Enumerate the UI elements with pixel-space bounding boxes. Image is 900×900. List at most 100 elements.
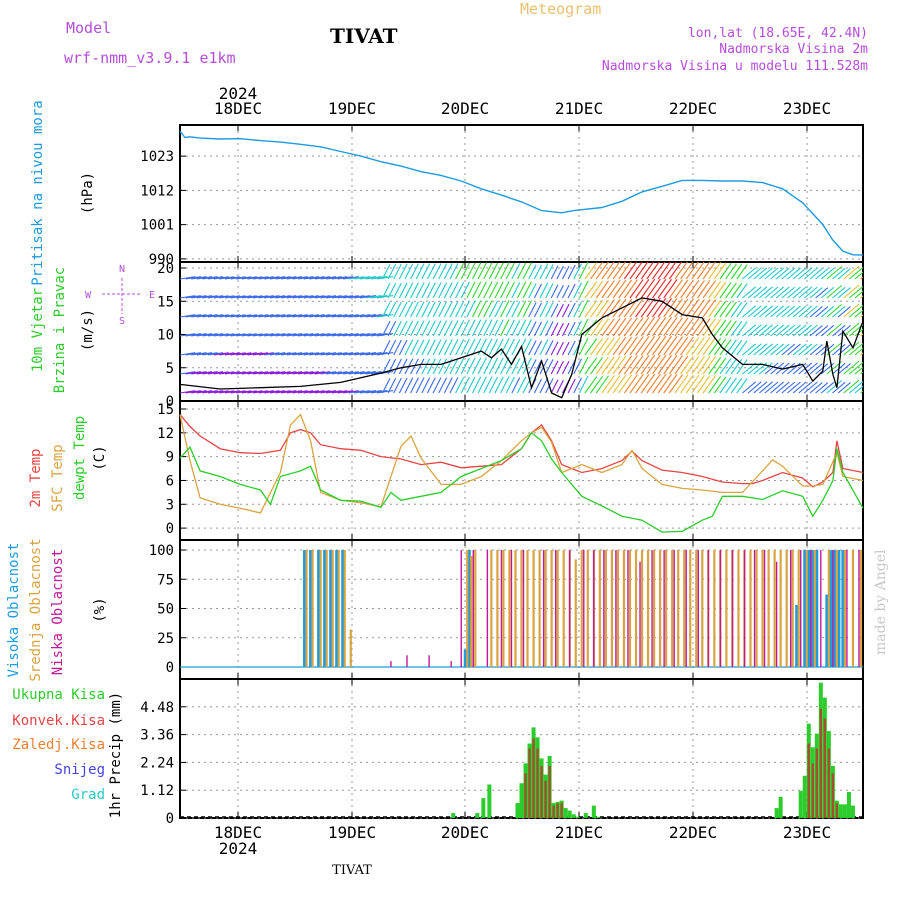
wind-barb	[398, 377, 408, 394]
wind-barb	[208, 352, 224, 356]
wind-barb	[522, 338, 532, 356]
wind-barb	[343, 333, 359, 337]
wind-barb	[348, 371, 365, 375]
wind-barb	[191, 371, 207, 375]
wind-barb	[426, 358, 436, 375]
wind-barb	[657, 354, 672, 375]
wind-barb	[646, 278, 661, 299]
mid_cloud-bar	[562, 550, 565, 667]
wind-barb	[258, 333, 274, 337]
wind-barb	[348, 333, 365, 337]
wind-barb	[326, 276, 342, 280]
wind-barb	[337, 333, 354, 337]
wind-barb	[426, 282, 436, 299]
wind-barb	[376, 313, 394, 318]
wind-barb	[281, 390, 297, 394]
wind-barb	[180, 390, 196, 394]
wind-barb	[275, 333, 291, 337]
wind-barb	[612, 317, 627, 337]
wind-barb	[387, 320, 397, 337]
wind-barb	[415, 301, 425, 318]
wind-barb	[590, 262, 604, 280]
wind-barb	[488, 281, 499, 299]
wind-barb	[376, 275, 394, 280]
wind-barb	[331, 276, 348, 280]
wind-barb	[500, 300, 510, 318]
mid_cloud-bar	[652, 550, 656, 667]
wind-barb	[758, 324, 773, 337]
wind-barb	[556, 360, 564, 375]
wind-barb	[264, 352, 280, 356]
wind-barb	[191, 295, 207, 299]
wind-barb	[241, 295, 257, 299]
wind-barb	[792, 305, 807, 318]
low_cloud-bar	[486, 550, 489, 667]
wind-barb	[545, 283, 554, 299]
wind-barb	[612, 355, 627, 375]
wind-barb	[292, 352, 308, 356]
cloud-unit: (%)	[92, 597, 108, 622]
wind-barb	[241, 371, 257, 375]
precip-ytick-label: 2.24	[140, 755, 174, 771]
wind-barb	[354, 295, 371, 299]
wind-barb	[764, 381, 779, 394]
wind-barb	[803, 381, 818, 394]
wind-unit: (m/s)	[80, 309, 96, 351]
mid_cloud-bar	[859, 550, 863, 667]
wind-barb	[337, 314, 354, 318]
wind-barb	[533, 264, 543, 280]
wind-barb	[713, 319, 727, 337]
wind-barb	[854, 385, 863, 394]
wind-barb	[685, 374, 700, 394]
wind-barb	[483, 376, 493, 394]
top-xtick-label: 20DEC	[441, 99, 489, 118]
conv_precip-bar	[548, 765, 551, 818]
wind-barb	[781, 381, 796, 394]
wind-barb	[719, 301, 732, 318]
wind-barb	[629, 355, 644, 375]
wind-barb	[663, 317, 678, 337]
wind-barb	[725, 320, 737, 337]
wind-barb	[432, 263, 442, 280]
wind-barb	[343, 295, 359, 299]
wind-barb	[449, 263, 459, 280]
wind-barb	[680, 262, 694, 280]
wind-barb	[663, 355, 678, 375]
high_cloud-bar	[463, 649, 467, 667]
wind-barb	[764, 324, 779, 337]
wind-barb	[668, 317, 683, 337]
wind-barb	[747, 305, 762, 318]
wind-barb	[185, 295, 201, 299]
wind-barb	[832, 286, 846, 299]
low_cloud-bar	[810, 550, 812, 667]
wind-barb	[803, 267, 818, 280]
wind-barb	[494, 319, 504, 337]
wind-barb	[843, 284, 860, 299]
low_cloud-bar	[390, 661, 392, 667]
conv_precip-bar	[524, 773, 527, 818]
wind-barb	[550, 322, 559, 337]
wind-barb	[618, 262, 632, 280]
wind-barb	[607, 262, 621, 280]
wind-barb	[668, 355, 683, 375]
wind-barb	[404, 282, 414, 299]
wind-barb	[528, 359, 537, 375]
wind-barb	[471, 262, 482, 280]
wind-barb	[578, 280, 589, 299]
wind-barb	[719, 263, 732, 280]
conv_precip-bar	[827, 748, 831, 818]
mid_cloud-bar	[665, 550, 668, 667]
conv_precip-bar	[819, 708, 823, 818]
wind-barb	[208, 276, 224, 280]
wind-barb	[471, 357, 482, 375]
wind-barb	[494, 338, 504, 356]
wind-barb	[635, 297, 650, 318]
wind-barb	[236, 295, 252, 299]
wind-barb	[443, 339, 453, 356]
wind-barb	[309, 371, 325, 375]
wind-barb	[590, 280, 604, 299]
wind-barb	[646, 262, 660, 280]
mid_cloud-bar	[508, 550, 511, 667]
wind-barb	[832, 343, 846, 356]
wind-barb	[708, 318, 722, 337]
